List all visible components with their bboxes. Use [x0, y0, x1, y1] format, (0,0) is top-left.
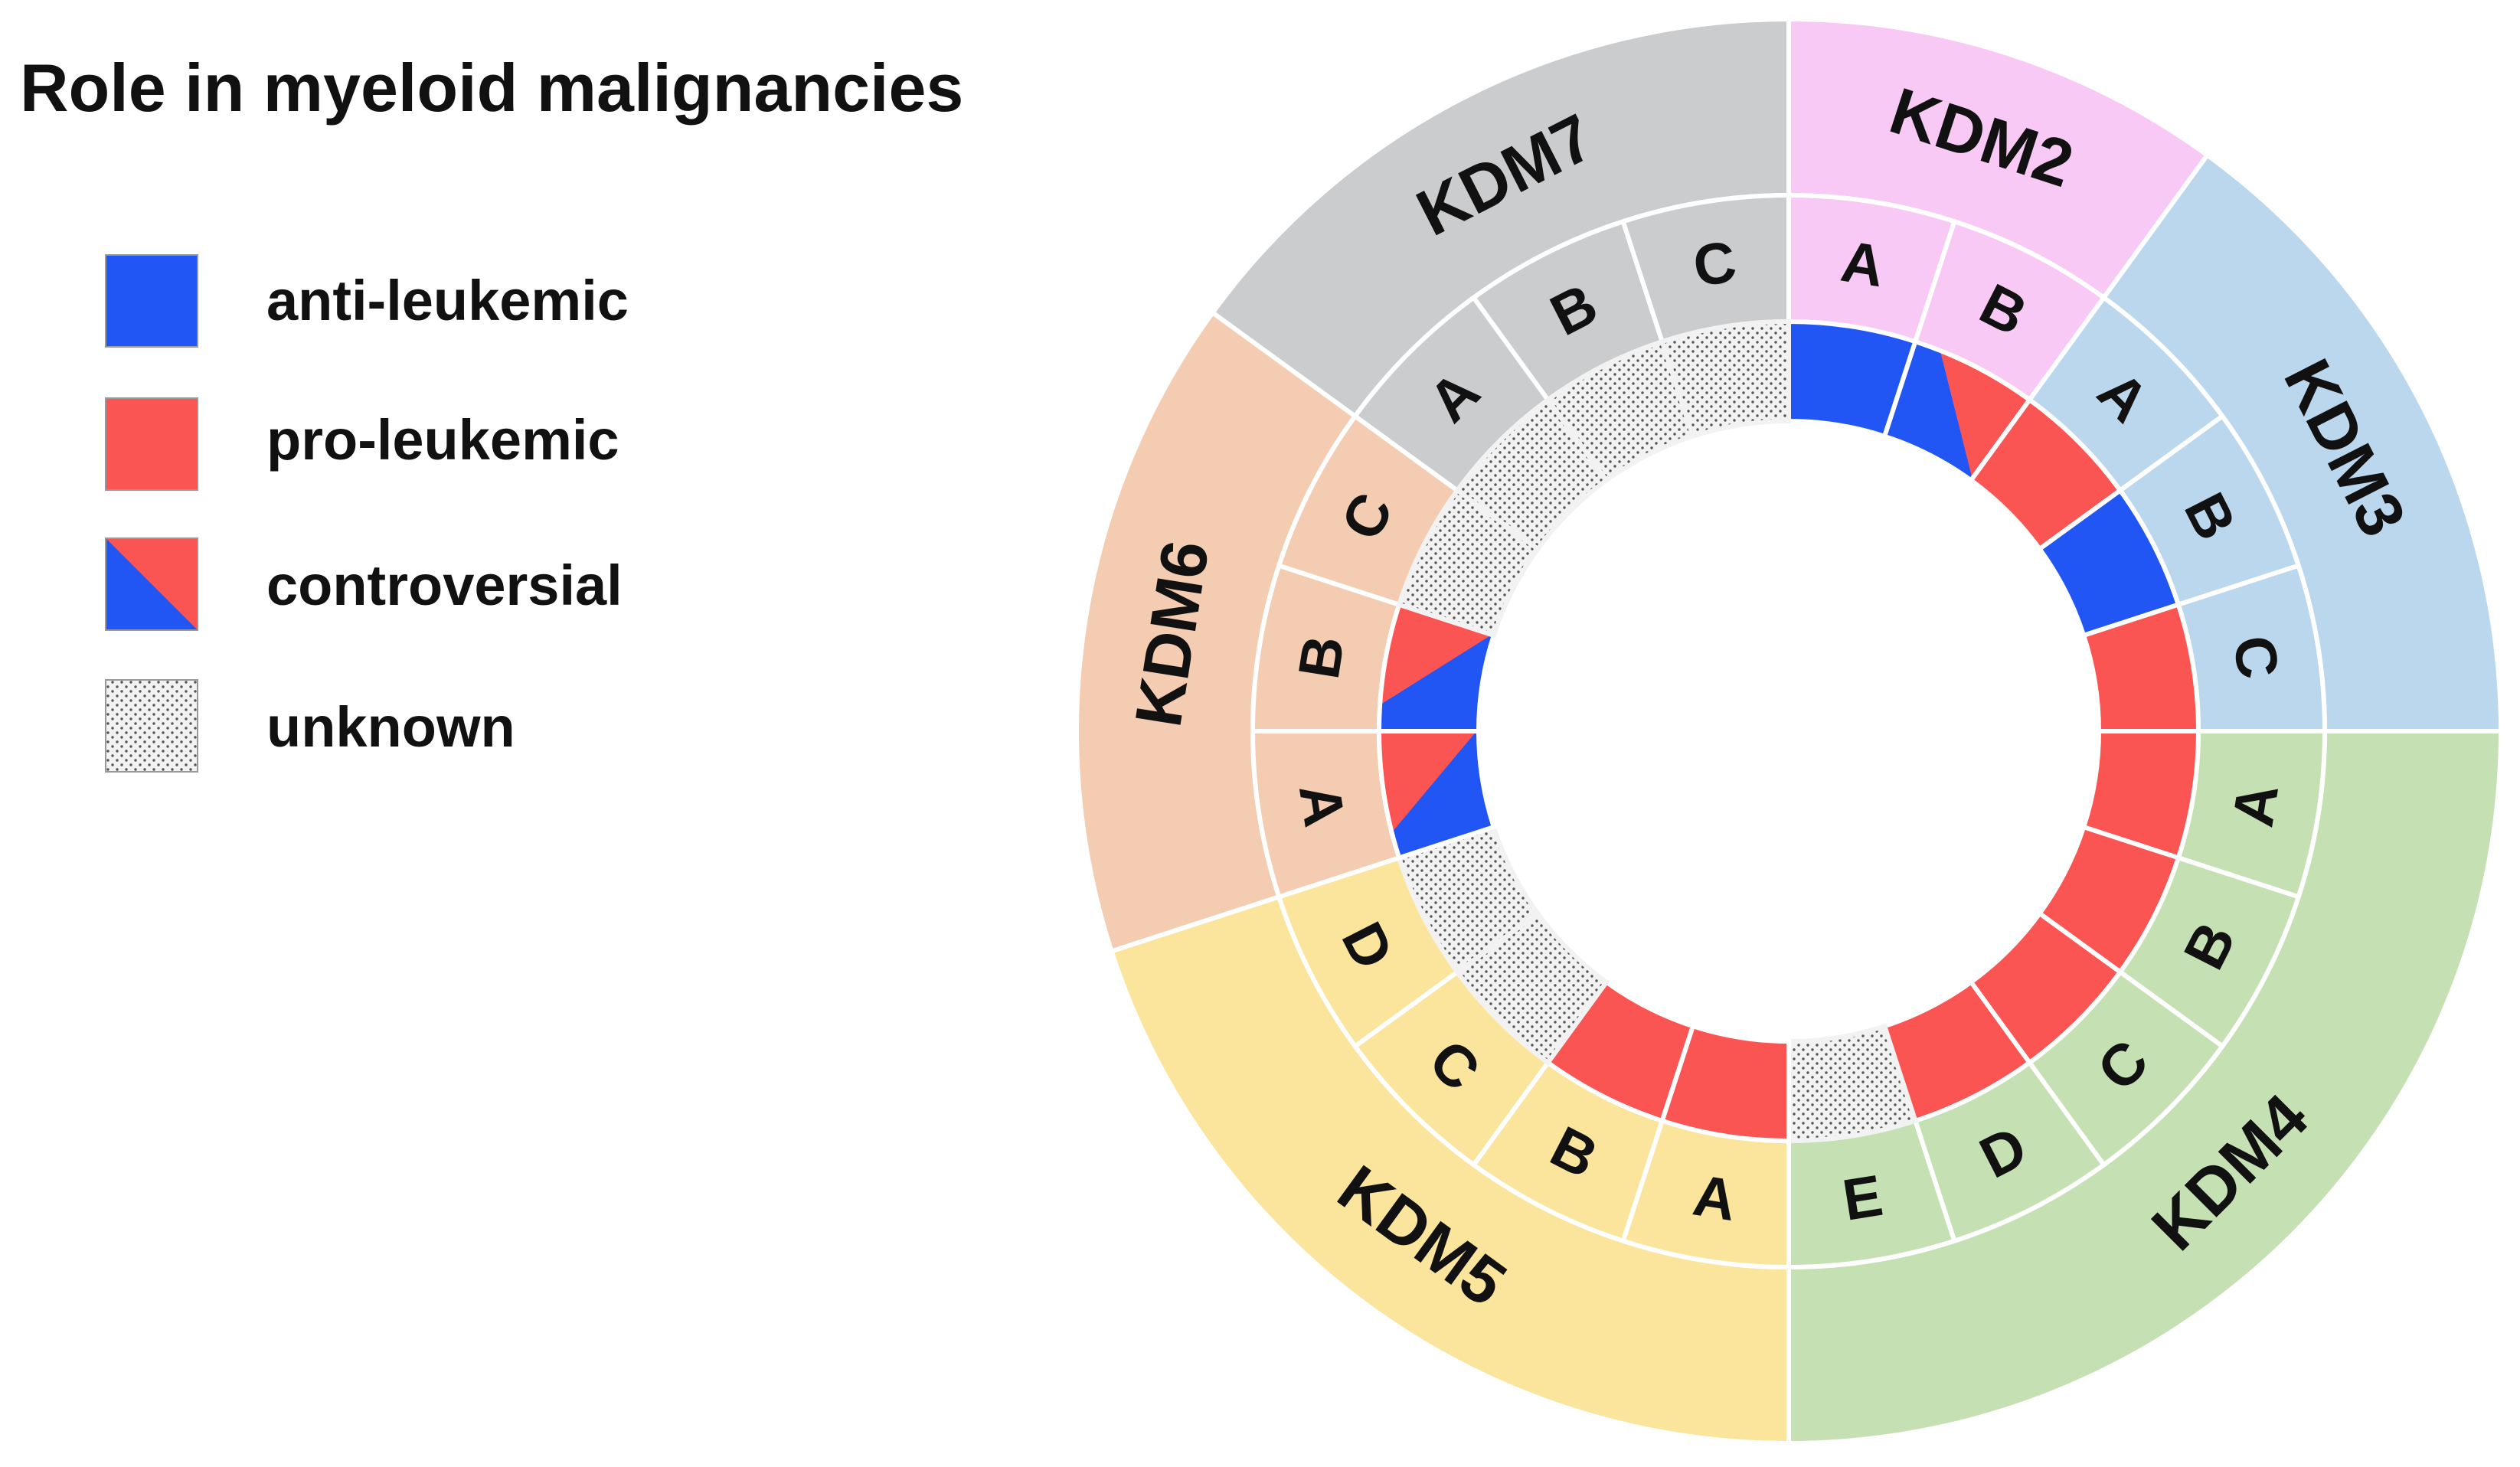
legend-swatch-pro	[105, 397, 198, 491]
legend-label-unknown: unknown	[266, 695, 515, 759]
legend: anti-leukemic pro-leukemic controversial…	[105, 254, 629, 773]
member-label-kdm4-a: A	[2221, 779, 2292, 832]
legend-label-controversial: controversial	[266, 554, 623, 617]
member-label-kdm3-c: C	[2221, 632, 2292, 684]
legend-label-pro: pro-leukemic	[266, 408, 619, 472]
legend-item-anti: anti-leukemic	[105, 254, 629, 348]
figure-title: Role in myeloid malignancies	[20, 50, 963, 126]
member-label-kdm5-a: A	[1689, 1163, 1741, 1234]
member-label-kdm6-b: B	[1286, 632, 1358, 684]
legend-item-unknown: unknown	[105, 679, 515, 773]
member-label-kdm2-a: A	[1837, 229, 1889, 300]
legend-item-pro: pro-leukemic	[105, 397, 619, 491]
legend-swatch-unknown	[105, 679, 198, 773]
donut-center	[1481, 423, 2097, 1039]
member-label-kdm7-c: C	[1689, 229, 1741, 300]
legend-swatch-anti	[105, 254, 198, 348]
role-segment-kdm7-c	[1659, 319, 1791, 439]
member-label-kdm6-a: A	[1286, 779, 1358, 832]
legend-swatch-controversial	[105, 537, 198, 631]
legend-item-controversial: controversial	[105, 537, 623, 631]
legend-label-anti: anti-leukemic	[266, 269, 629, 332]
